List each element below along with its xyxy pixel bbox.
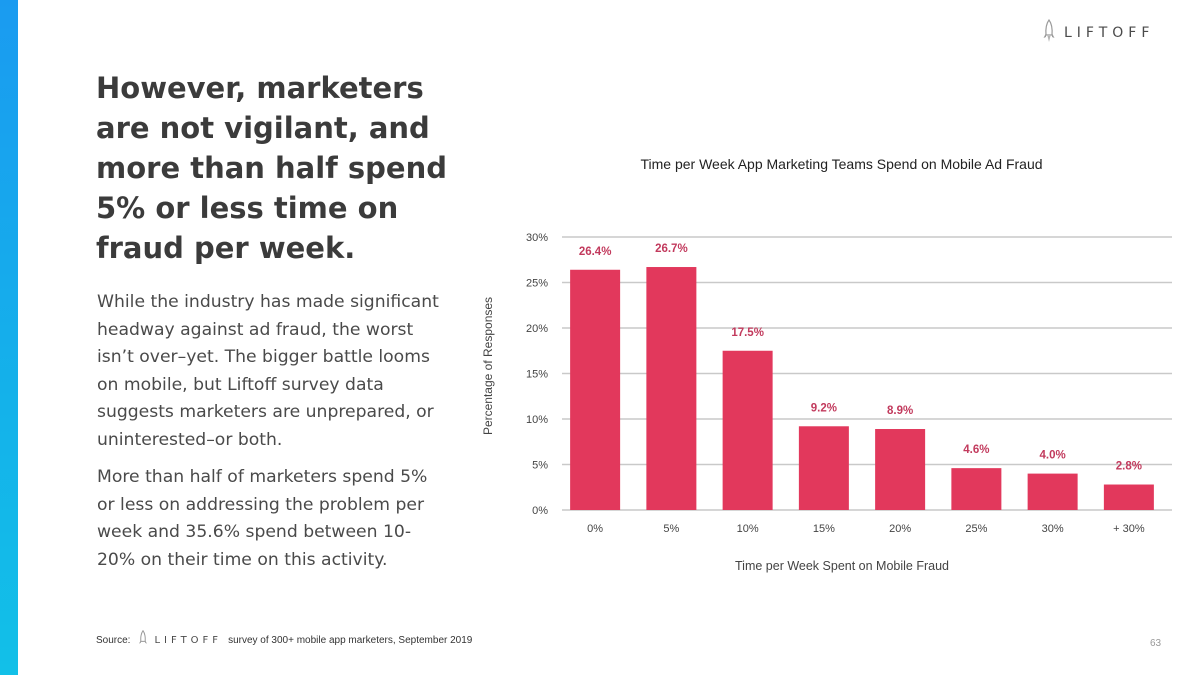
y-tick-label: 15% (526, 369, 548, 381)
data-label: 2.8% (1116, 461, 1142, 473)
rocket-icon (139, 630, 148, 644)
brand-logo: LIFTOFF (1042, 18, 1154, 48)
bar (798, 426, 849, 510)
source-logo-wordmark: LIFTOFF (154, 634, 223, 646)
y-tick-label: 30% (526, 232, 548, 244)
data-label: 4.6% (963, 444, 989, 456)
page-number: 63 (1150, 638, 1162, 649)
bar (646, 267, 697, 510)
x-tick-label: 15% (813, 523, 835, 535)
y-tick-label: 5% (532, 460, 548, 472)
body-paragraph-1: While the industry has made significant … (97, 292, 439, 450)
source-label: Source: (96, 634, 131, 646)
data-label: 4.0% (1040, 450, 1066, 462)
x-tick-label: 10% (737, 523, 759, 535)
bar (875, 429, 926, 510)
body-paragraph-2: More than half of marketers spend 5% or … (97, 467, 428, 570)
data-label: 8.9% (887, 405, 913, 417)
x-tick-label: 5% (663, 523, 679, 535)
bar (722, 350, 773, 510)
rocket-icon (1043, 19, 1055, 42)
x-tick-label: + 30% (1113, 523, 1145, 535)
x-tick-label: 30% (1042, 523, 1064, 535)
source-text: survey of 300+ mobile app marketers, Sep… (228, 634, 473, 646)
bar (951, 468, 1002, 510)
bar (570, 269, 621, 510)
x-axis-label: Time per Week Spent on Mobile Fraud (735, 559, 949, 573)
page-title: However, marketers are not vigilant, and… (96, 71, 447, 265)
y-axis-label: Percentage of Responses (481, 297, 495, 435)
left-accent-bar (0, 0, 18, 675)
x-tick-label: 20% (889, 523, 911, 535)
source-footer: Source: LIFTOFF survey of 300+ mobile ap… (96, 629, 472, 651)
chart-title: Time per Week App Marketing Teams Spend … (640, 156, 1043, 172)
y-tick-label: 20% (526, 323, 548, 335)
data-label: 26.4% (579, 246, 612, 258)
x-tick-label: 0% (587, 523, 603, 535)
data-label: 9.2% (811, 402, 837, 414)
y-tick-label: 25% (526, 278, 548, 290)
data-label: 26.7% (655, 243, 688, 255)
x-tick-label: 25% (965, 523, 987, 535)
bar-chart: 0% 5% 10% 15% 20% 25% 30% 26.4% 0% 26.7% 5% 17.5% 10… (481, 232, 1172, 573)
bar (1103, 484, 1154, 510)
bar (1027, 473, 1078, 510)
brand-wordmark: LIFTOFF (1064, 25, 1155, 41)
y-tick-label: 10% (526, 414, 548, 426)
y-tick-label: 0% (532, 505, 548, 517)
data-label: 17.5% (731, 327, 764, 339)
